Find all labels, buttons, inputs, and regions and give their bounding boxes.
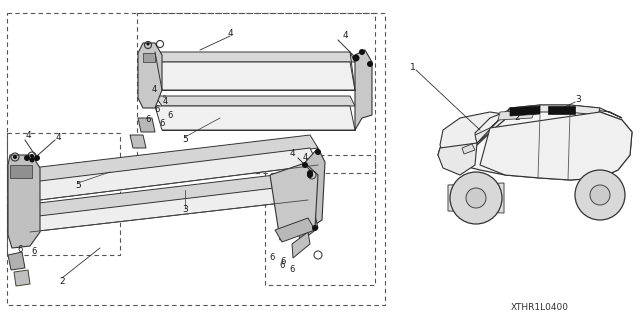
Polygon shape [10, 165, 32, 178]
Circle shape [367, 61, 373, 67]
Text: 6: 6 [17, 246, 22, 255]
Polygon shape [155, 106, 355, 130]
Polygon shape [538, 105, 570, 112]
Circle shape [307, 172, 313, 178]
Polygon shape [438, 108, 632, 180]
Circle shape [30, 154, 34, 158]
Circle shape [315, 149, 321, 155]
Polygon shape [440, 112, 510, 158]
Circle shape [353, 55, 360, 62]
Circle shape [307, 170, 313, 176]
Polygon shape [568, 105, 600, 115]
Polygon shape [298, 215, 318, 242]
Text: 4: 4 [342, 32, 348, 41]
Polygon shape [14, 270, 30, 286]
Circle shape [466, 188, 486, 208]
Polygon shape [22, 172, 308, 218]
Text: 4: 4 [163, 98, 168, 107]
Text: 6: 6 [145, 115, 150, 124]
Polygon shape [8, 155, 40, 248]
Text: 6: 6 [154, 106, 160, 115]
Text: 1: 1 [410, 63, 416, 72]
Polygon shape [355, 50, 372, 130]
Text: 4: 4 [289, 149, 295, 158]
Circle shape [312, 225, 318, 231]
Polygon shape [275, 218, 315, 242]
Text: 4: 4 [152, 85, 157, 94]
Polygon shape [138, 118, 155, 132]
Circle shape [13, 155, 17, 159]
Polygon shape [510, 106, 540, 116]
Text: 6: 6 [269, 254, 275, 263]
Polygon shape [32, 148, 318, 200]
Text: XTHR1L0400: XTHR1L0400 [511, 303, 569, 313]
Bar [7, 133, 120, 255]
Polygon shape [298, 148, 325, 228]
Text: 4: 4 [55, 132, 61, 142]
Polygon shape [32, 135, 318, 182]
Circle shape [590, 185, 610, 205]
Polygon shape [155, 96, 355, 106]
Text: o: o [163, 93, 166, 99]
Bar [137, 13, 375, 173]
Text: 6: 6 [279, 261, 285, 270]
Circle shape [24, 155, 30, 161]
Polygon shape [138, 43, 162, 108]
Text: 5: 5 [75, 181, 81, 189]
Text: 2: 2 [514, 113, 520, 122]
Polygon shape [475, 108, 510, 143]
Text: 3: 3 [575, 95, 581, 105]
Polygon shape [480, 112, 632, 180]
Polygon shape [548, 106, 575, 114]
Circle shape [29, 158, 35, 162]
Text: 6: 6 [289, 265, 294, 275]
Bar [7, 13, 385, 305]
Polygon shape [270, 163, 318, 240]
Text: 4: 4 [227, 28, 233, 38]
Text: 2: 2 [59, 278, 65, 286]
Polygon shape [475, 105, 622, 143]
Polygon shape [143, 53, 155, 62]
Circle shape [302, 162, 308, 168]
Text: 6: 6 [31, 248, 36, 256]
Polygon shape [508, 105, 540, 112]
Text: 4: 4 [302, 153, 308, 162]
Polygon shape [448, 183, 504, 213]
Circle shape [34, 155, 40, 161]
Polygon shape [22, 185, 308, 232]
Text: 3: 3 [182, 205, 188, 214]
Circle shape [450, 172, 502, 224]
Circle shape [147, 42, 150, 46]
Polygon shape [155, 52, 355, 62]
Polygon shape [438, 143, 477, 175]
Text: 6: 6 [280, 257, 285, 266]
Text: 5: 5 [182, 136, 188, 145]
Circle shape [359, 49, 365, 55]
Polygon shape [462, 144, 475, 154]
Polygon shape [8, 252, 25, 270]
Bar [265, 155, 375, 285]
Text: 4: 4 [25, 131, 31, 140]
Polygon shape [130, 135, 146, 148]
Text: 6: 6 [159, 120, 164, 129]
Text: 6: 6 [167, 112, 173, 121]
Polygon shape [498, 110, 535, 120]
Polygon shape [292, 232, 310, 258]
Circle shape [575, 170, 625, 220]
Polygon shape [155, 62, 355, 90]
